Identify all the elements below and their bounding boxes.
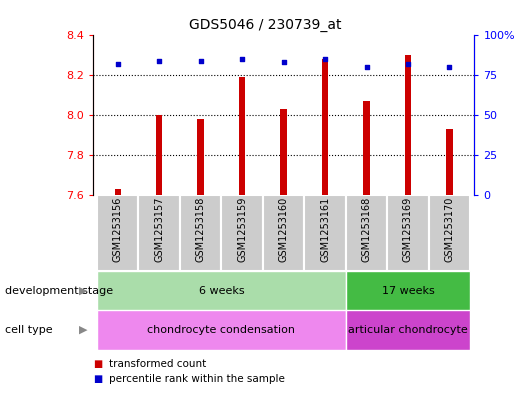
Text: GSM1253169: GSM1253169 (403, 197, 413, 262)
Point (279, 59, 288, 66)
Text: articular chondrocyte: articular chondrocyte (348, 325, 468, 335)
Text: 6 weeks: 6 weeks (199, 286, 244, 296)
Point (445, 64, 454, 70)
Text: GSM1253156: GSM1253156 (113, 197, 122, 262)
Text: chondrocyte condensation: chondrocyte condensation (147, 325, 295, 335)
Point (196, 58, 205, 64)
Bar (180, 195, 222, 271)
Point (321, 56, 329, 62)
Bar (222, 195, 263, 271)
Point (113, 61, 122, 67)
Text: cell type: cell type (5, 325, 53, 335)
Bar (114, 189, 121, 195)
Point (155, 58, 163, 64)
Bar (322, 59, 328, 195)
Text: ▶: ▶ (79, 286, 87, 296)
Bar (304, 195, 346, 271)
Text: GSM1253161: GSM1253161 (320, 197, 330, 262)
Bar (263, 195, 304, 271)
Text: GDS5046 / 230739_at: GDS5046 / 230739_at (189, 18, 341, 32)
Point (363, 64, 371, 70)
Bar (346, 195, 387, 271)
Bar (346, 271, 470, 310)
Text: percentile rank within the sample: percentile rank within the sample (109, 374, 285, 384)
Bar (429, 195, 470, 271)
Bar (405, 55, 411, 195)
Text: development stage: development stage (5, 286, 113, 296)
Text: GSM1253159: GSM1253159 (237, 197, 247, 262)
Text: GSM1253160: GSM1253160 (279, 197, 288, 262)
Bar (346, 310, 470, 350)
Text: GSM1253158: GSM1253158 (196, 197, 206, 262)
Bar (280, 109, 287, 195)
Text: GSM1253170: GSM1253170 (445, 197, 454, 262)
Bar (97, 310, 346, 350)
Text: ■: ■ (93, 358, 102, 369)
Point (404, 61, 412, 67)
Bar (97, 271, 346, 310)
Bar (446, 129, 453, 195)
Bar (239, 77, 245, 195)
Bar (387, 195, 429, 271)
Text: GSM1253157: GSM1253157 (154, 197, 164, 263)
Text: transformed count: transformed count (109, 358, 206, 369)
Bar (138, 195, 180, 271)
Bar (97, 195, 138, 271)
Bar (364, 101, 369, 195)
Text: ■: ■ (93, 374, 102, 384)
Bar (198, 119, 204, 195)
Text: GSM1253168: GSM1253168 (361, 197, 372, 262)
Point (238, 56, 246, 62)
Text: ▶: ▶ (79, 325, 87, 335)
Bar (156, 115, 162, 195)
Text: 17 weeks: 17 weeks (382, 286, 435, 296)
